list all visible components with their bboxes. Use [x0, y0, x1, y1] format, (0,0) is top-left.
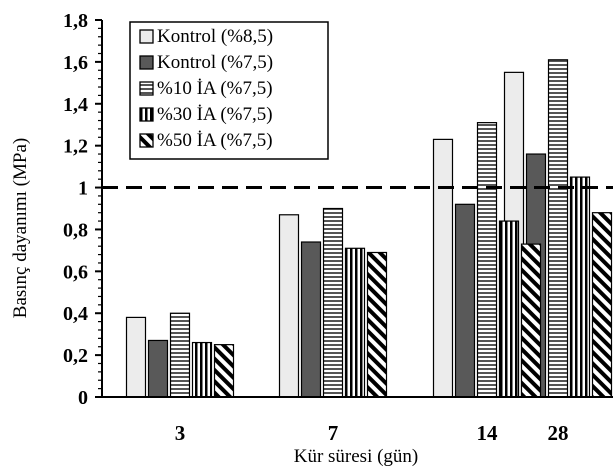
bar--10-a-7-5--3: [169, 312, 191, 398]
bar--10-a-7-5--28: [547, 59, 569, 398]
legend-swatch: [139, 29, 154, 44]
bar--30-a-7-5--7: [344, 247, 366, 398]
legend-label: %10 İA (%7,5): [157, 78, 273, 99]
legend-label: Kontrol (%7,5): [157, 52, 273, 73]
legend-label: Kontrol (%8,5): [157, 26, 273, 47]
bar--30-a-7-5--14: [498, 220, 520, 398]
legend-swatch: [139, 133, 154, 148]
y-tick-label: 0,2: [63, 345, 88, 367]
y-axis-title: Basınç dayanımı (MPa): [10, 138, 31, 318]
y-tick-label: 0,6: [63, 261, 88, 283]
y-tick-label: 0,8: [63, 219, 88, 241]
bars-layer: [125, 59, 613, 398]
bar--30-a-7-5--28: [569, 176, 591, 398]
x-tick-labels: 3 7 14 28: [175, 421, 569, 445]
bar--50-a-7-5--3: [213, 344, 235, 398]
y-tick-label: 1,4: [63, 94, 88, 116]
x-tick-label: 28: [548, 421, 569, 445]
y-tick-label: 1,6: [63, 52, 88, 74]
y-tick-label: 0: [78, 387, 88, 409]
legend-label: %30 İA (%7,5): [157, 104, 273, 125]
y-tick-label: 1,2: [63, 136, 88, 158]
legend-swatch: [139, 81, 154, 96]
bar-kontrol-7-5--7: [300, 241, 322, 398]
legend-swatch: [139, 55, 154, 70]
bar--10-a-7-5--14: [476, 122, 498, 398]
bar--50-a-7-5--14: [520, 243, 542, 398]
bar--10-a-7-5--7: [322, 207, 344, 398]
bar-kontrol-7-5--3: [147, 339, 169, 398]
axes-layer: [95, 19, 613, 398]
x-tick-label: 14: [477, 421, 499, 445]
y-tick-label: 1: [78, 178, 88, 200]
bar--50-a-7-5--28: [591, 212, 613, 398]
x-tick-label: 7: [328, 421, 339, 445]
legend-label: %50 İA (%7,5): [157, 130, 273, 151]
y-tick-label: 0,4: [63, 303, 88, 325]
bar-kontrol-8-5--3: [125, 316, 147, 398]
legend: Kontrol (%8,5) Kontrol (%7,5) %10 İA (%7,5…: [129, 21, 329, 160]
bar-kontrol-8-5--14: [432, 138, 454, 398]
bar--30-a-7-5--3: [191, 341, 213, 398]
y-tick-label: 1,8: [63, 10, 88, 32]
x-axis-title: Kür süresi (gün): [294, 446, 419, 467]
bar-kontrol-8-5--7: [278, 214, 300, 398]
legend-box: [129, 21, 329, 160]
y-tick-labels: 0 0,2 0,4 0,6 0,8 1 1,2 1,4 1,6 1,8: [63, 10, 88, 409]
x-tick-label: 3: [175, 421, 186, 445]
bar-kontrol-7-5--14: [454, 203, 476, 398]
bar--50-a-7-5--7: [366, 251, 388, 398]
legend-swatch: [139, 107, 154, 122]
